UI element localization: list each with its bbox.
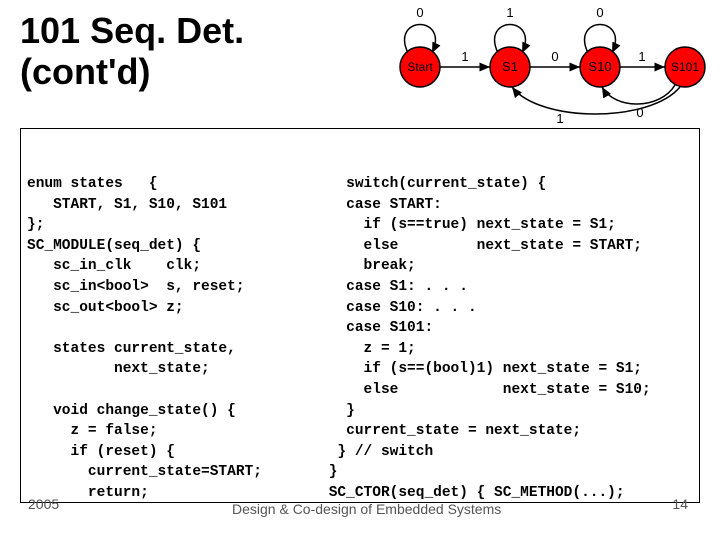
footer-course: Design & Co-design of Embedded Systems <box>232 501 501 518</box>
svg-text:Start: Start <box>407 60 433 74</box>
edge-label-1c: 1 <box>638 49 645 64</box>
node-s101: S101 <box>665 47 705 87</box>
node-s1: S1 <box>490 47 530 87</box>
slide-title: 101 Seq. Det. (cont'd) <box>20 10 244 93</box>
edge-label-0b: 0 <box>596 5 603 20</box>
node-start: Start <box>400 47 440 87</box>
state-diagram: 0 1 0 1 0 1 0 1 Start S1 S10 S101 <box>380 5 720 125</box>
edge-label-1a: 1 <box>506 5 513 20</box>
footer-page: 14 <box>672 496 688 512</box>
code-listing: enum states { START, S1, S10, S101 }; SC… <box>20 128 700 503</box>
title-line2: (cont'd) <box>20 51 244 92</box>
svg-text:S1: S1 <box>502 59 518 74</box>
node-s10: S10 <box>580 47 620 87</box>
footer-year: 2005 <box>28 496 59 512</box>
edge-s101-s10 <box>602 85 675 104</box>
svg-text:S10: S10 <box>588 59 611 74</box>
code-right-column: switch(current_state) { case START: if (… <box>320 174 693 503</box>
edge-label-0c: 0 <box>551 49 558 64</box>
svg-text:S101: S101 <box>671 60 699 74</box>
edge-label-0a: 0 <box>416 5 423 20</box>
edge-label-1d: 1 <box>556 111 563 125</box>
edge-label-1b: 1 <box>461 49 468 64</box>
title-line1: 101 Seq. Det. <box>20 10 244 51</box>
code-left-column: enum states { START, S1, S10, S101 }; SC… <box>27 174 320 503</box>
